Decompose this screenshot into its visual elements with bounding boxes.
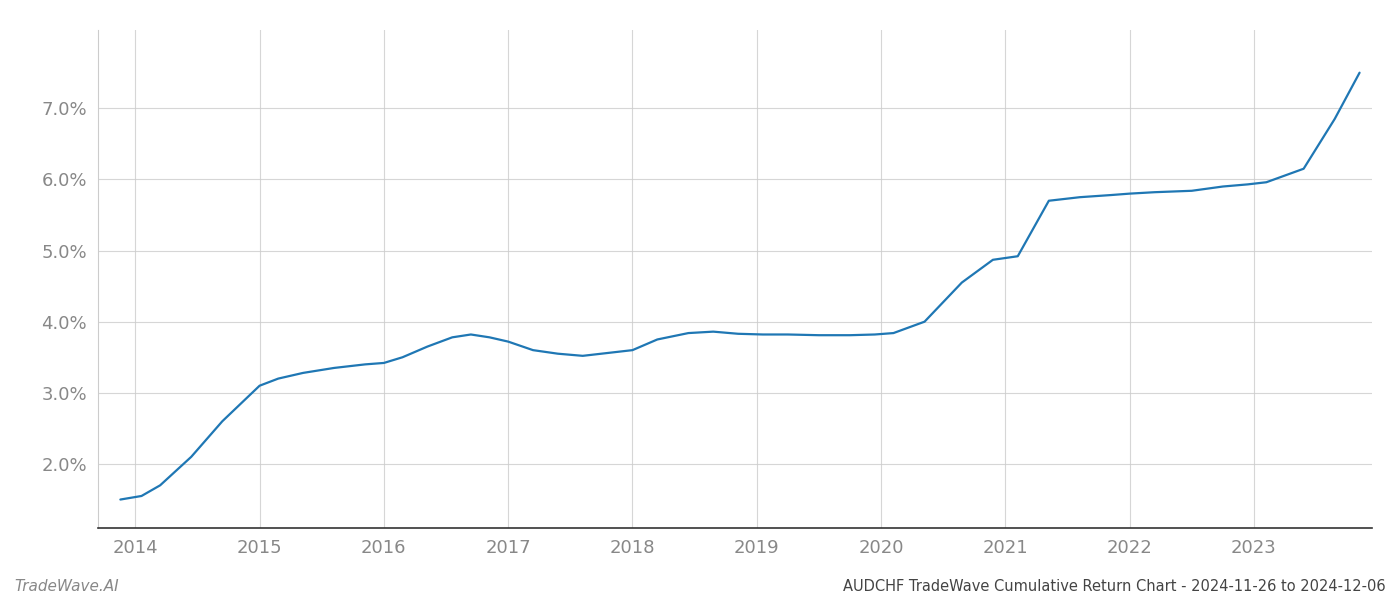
Text: AUDCHF TradeWave Cumulative Return Chart - 2024-11-26 to 2024-12-06: AUDCHF TradeWave Cumulative Return Chart… — [843, 579, 1386, 594]
Text: TradeWave.AI: TradeWave.AI — [14, 579, 119, 594]
